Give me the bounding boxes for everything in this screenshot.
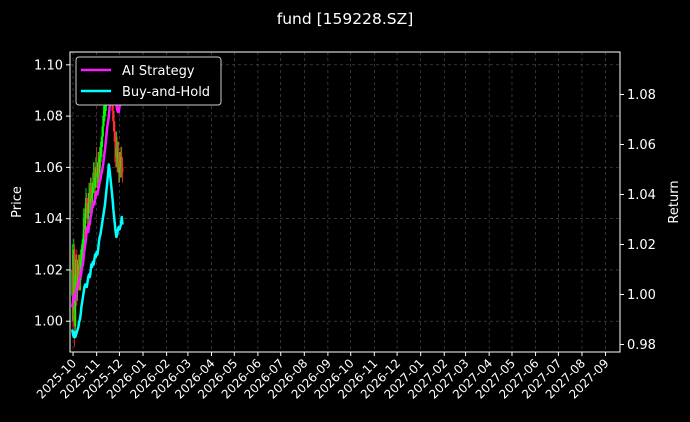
- candle-body: [80, 254, 83, 260]
- candle-body: [96, 172, 99, 178]
- series-line-buy-and-hold: [71, 163, 124, 339]
- y-left-tick-label: 1.02: [34, 263, 63, 278]
- legend-label-ai-strategy: AI Strategy: [122, 64, 195, 79]
- legend: AI Strategy Buy-and-Hold: [75, 56, 222, 106]
- y-right-tick-label: 0.98: [627, 338, 656, 353]
- candle-body: [113, 131, 116, 142]
- candle-body: [82, 244, 84, 250]
- candle-body: [84, 213, 87, 229]
- candle-body: [121, 167, 124, 173]
- candle-body: [76, 269, 79, 291]
- candle-body: [112, 110, 115, 122]
- y-right-tick-label: 1.06: [627, 138, 656, 153]
- y-left-tick-label: 1.08: [34, 110, 63, 125]
- candle-body: [103, 110, 106, 117]
- candle-body: [120, 157, 123, 168]
- y-left-tick-label: 1.00: [34, 315, 63, 330]
- y-axis-left-label: Price: [10, 186, 25, 218]
- candle-body: [81, 249, 84, 255]
- candle-body: [91, 193, 93, 199]
- candle-body: [101, 136, 103, 147]
- candle-body: [104, 105, 106, 111]
- candle-body: [99, 152, 102, 158]
- candle-body: [94, 177, 97, 188]
- y-right-tick-label: 1.00: [627, 288, 656, 303]
- candle-body: [102, 116, 105, 127]
- y-axis-left: 1.00 1.02 1.04 1.06 1.08 1.10: [34, 58, 70, 330]
- candle-body: [91, 182, 94, 194]
- candle-body: [111, 100, 114, 111]
- y-right-tick-label: 1.02: [627, 238, 656, 253]
- y-axis-right-label: Return: [667, 180, 682, 223]
- candle-body: [87, 203, 90, 219]
- candle-body: [100, 146, 103, 152]
- candle-body: [113, 121, 116, 132]
- candle-body: [82, 218, 85, 245]
- candle-body: [98, 157, 101, 173]
- legend-label-buy-and-hold: Buy-and-Hold: [122, 85, 210, 100]
- y-right-tick-label: 1.08: [627, 88, 656, 103]
- y-axis-right: 0.98 1.00 1.02 1.04 1.06 1.08: [620, 88, 656, 353]
- candle-body: [101, 126, 104, 137]
- candle-body: [85, 198, 88, 209]
- y-left-tick-label: 1.06: [34, 161, 63, 176]
- y-left-tick-label: 1.10: [34, 58, 63, 73]
- chart-title: fund [159228.SZ]: [277, 10, 414, 28]
- y-left-tick-label: 1.04: [34, 212, 63, 227]
- legend-box: [75, 56, 222, 106]
- y-right-tick-label: 1.04: [627, 188, 656, 203]
- plot-frame: [69, 51, 621, 353]
